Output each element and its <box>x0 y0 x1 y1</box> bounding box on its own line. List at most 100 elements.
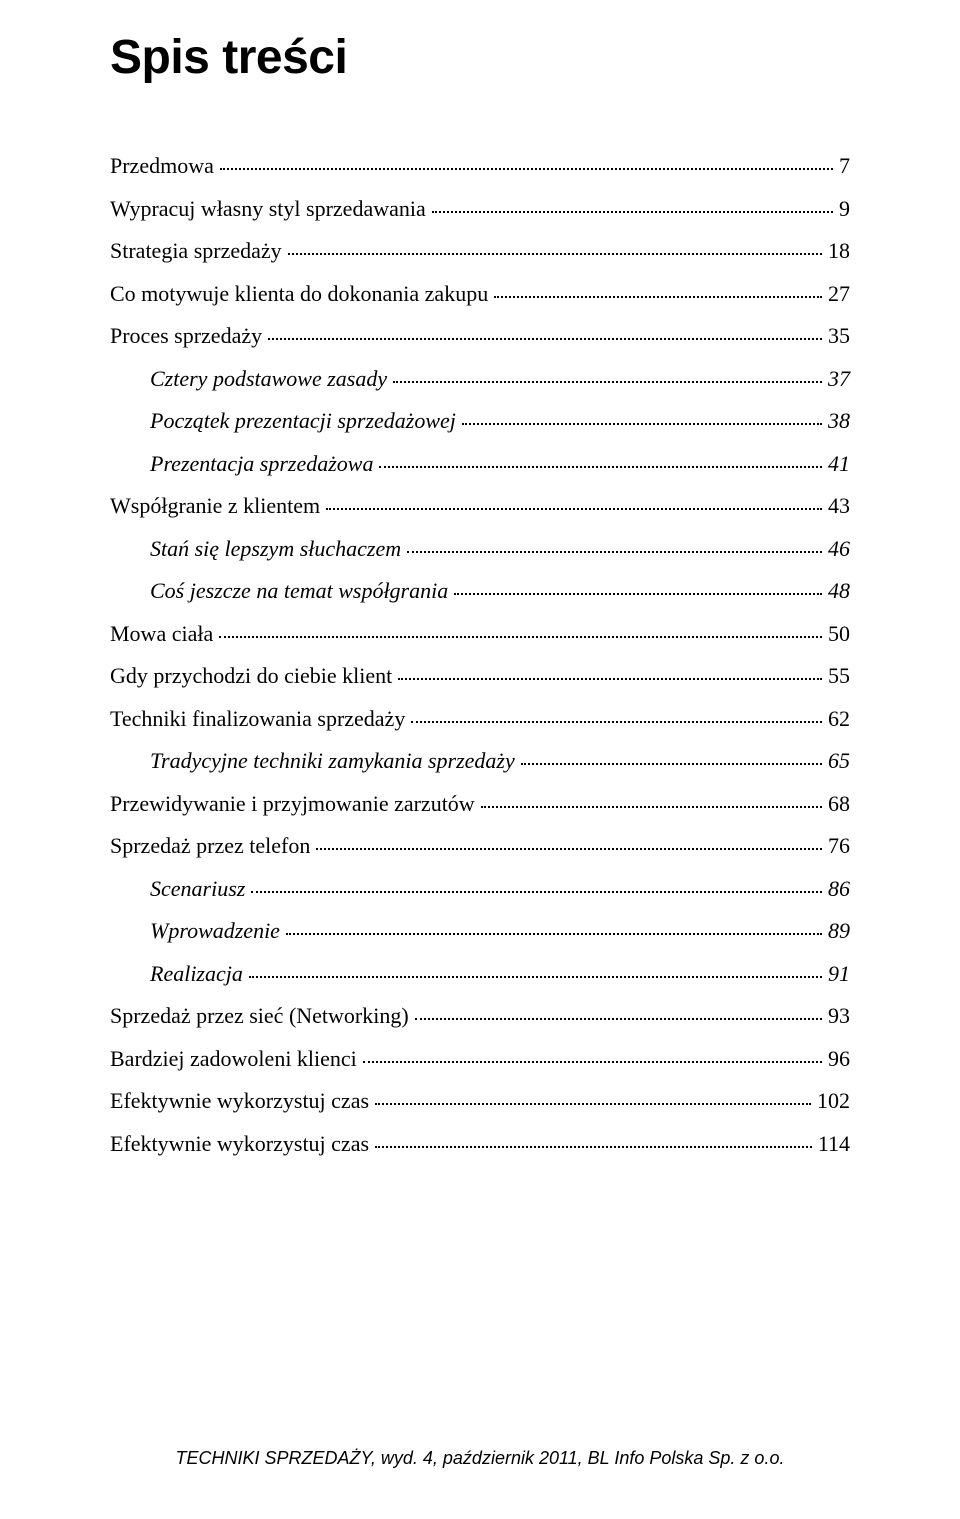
toc-row: Mowa ciała 50 <box>110 623 850 645</box>
dot-leader <box>249 976 822 978</box>
toc-page: 43 <box>828 495 850 517</box>
toc-label: Przedmowa <box>110 155 214 177</box>
dot-leader <box>454 593 822 595</box>
toc-label: Bardziej zadowoleni klienci <box>110 1048 357 1070</box>
toc-label: Mowa ciała <box>110 623 213 645</box>
toc-row: Tradycyjne techniki zamykania sprzedaży … <box>110 750 850 772</box>
toc-page: 102 <box>817 1090 850 1112</box>
toc-label: Prezentacja sprzedażowa <box>110 453 373 475</box>
toc-row: Techniki finalizowania sprzedaży 62 <box>110 708 850 730</box>
toc-label: Cztery podstawowe zasady <box>110 368 387 390</box>
dot-leader <box>411 721 822 723</box>
toc-row: Scenariusz 86 <box>110 878 850 900</box>
toc-row: Sprzedaż przez sieć (Networking) 93 <box>110 1005 850 1027</box>
dot-leader <box>415 1018 822 1020</box>
toc-page: 65 <box>828 750 850 772</box>
toc-label: Coś jeszcze na temat współgrania <box>110 580 448 602</box>
toc-page: 48 <box>828 580 850 602</box>
dot-leader <box>316 848 822 850</box>
dot-leader <box>379 466 822 468</box>
toc-label: Efektywnie wykorzystuj czas <box>110 1133 369 1155</box>
toc-label: Strategia sprzedaży <box>110 240 282 262</box>
dot-leader <box>521 763 822 765</box>
toc-row: Prezentacja sprzedażowa 41 <box>110 453 850 475</box>
toc-page: 76 <box>828 835 850 857</box>
toc-row: Realizacja 91 <box>110 963 850 985</box>
toc-row: Stań się lepszym słuchaczem 46 <box>110 538 850 560</box>
dot-leader <box>288 253 822 255</box>
dot-leader <box>432 211 833 213</box>
dot-leader <box>251 891 822 893</box>
page-footer: TECHNIKI SPRZEDAŻY, wyd. 4, październik … <box>0 1448 960 1469</box>
toc-page: 37 <box>828 368 850 390</box>
toc-row: Bardziej zadowoleni klienci 96 <box>110 1048 850 1070</box>
dot-leader <box>375 1103 811 1105</box>
toc-label: Współgranie z klientem <box>110 495 320 517</box>
dot-leader <box>393 381 822 383</box>
dot-leader <box>494 296 822 298</box>
dot-leader <box>219 636 822 638</box>
toc-row: Wprowadzenie 89 <box>110 920 850 942</box>
toc-row: Początek prezentacji sprzedażowej 38 <box>110 410 850 432</box>
toc-label: Stań się lepszym słuchaczem <box>110 538 401 560</box>
toc-page: 35 <box>828 325 850 347</box>
toc-page: 89 <box>828 920 850 942</box>
toc-label: Techniki finalizowania sprzedaży <box>110 708 405 730</box>
toc-page: 96 <box>828 1048 850 1070</box>
toc-page: 27 <box>828 283 850 305</box>
toc-row: Wypracuj własny styl sprzedawania 9 <box>110 198 850 220</box>
toc-row: Cztery podstawowe zasady 37 <box>110 368 850 390</box>
toc-label: Tradycyjne techniki zamykania sprzedaży <box>110 750 515 772</box>
toc-row: Co motywuje klienta do dokonania zakupu … <box>110 283 850 305</box>
toc-row: Proces sprzedaży 35 <box>110 325 850 347</box>
toc-label: Proces sprzedaży <box>110 325 262 347</box>
toc-page: 46 <box>828 538 850 560</box>
toc-row: Współgranie z klientem 43 <box>110 495 850 517</box>
toc-row: Gdy przychodzi do ciebie klient 55 <box>110 665 850 687</box>
toc-page: 18 <box>828 240 850 262</box>
toc-label: Wypracuj własny styl sprzedawania <box>110 198 426 220</box>
toc-page: 62 <box>828 708 850 730</box>
dot-leader <box>481 806 822 808</box>
toc-row: Coś jeszcze na temat współgrania 48 <box>110 580 850 602</box>
toc-label: Początek prezentacji sprzedażowej <box>110 410 456 432</box>
toc-row: Strategia sprzedaży 18 <box>110 240 850 262</box>
toc-page: 38 <box>828 410 850 432</box>
toc-row: Sprzedaż przez telefon 76 <box>110 835 850 857</box>
dot-leader <box>268 338 822 340</box>
toc-label: Scenariusz <box>110 878 245 900</box>
toc-page: 9 <box>839 198 850 220</box>
toc-page: 93 <box>828 1005 850 1027</box>
toc-row: Przewidywanie i przyjmowanie zarzutów 68 <box>110 793 850 815</box>
toc-label: Wprowadzenie <box>110 920 280 942</box>
toc-page: 68 <box>828 793 850 815</box>
toc-page: 7 <box>839 155 850 177</box>
toc-label: Co motywuje klienta do dokonania zakupu <box>110 283 488 305</box>
toc-row: Efektywnie wykorzystuj czas 102 <box>110 1090 850 1112</box>
dot-leader <box>375 1146 812 1148</box>
toc-page: 86 <box>828 878 850 900</box>
toc-page: 50 <box>828 623 850 645</box>
table-of-contents: Przedmowa 7 Wypracuj własny styl sprzeda… <box>110 155 850 1155</box>
dot-leader <box>462 423 822 425</box>
dot-leader <box>326 508 822 510</box>
toc-label: Gdy przychodzi do ciebie klient <box>110 665 392 687</box>
dot-leader <box>363 1061 822 1063</box>
toc-row: Przedmowa 7 <box>110 155 850 177</box>
toc-page: 91 <box>828 963 850 985</box>
toc-page: 41 <box>828 453 850 475</box>
dot-leader <box>286 933 822 935</box>
document-page: Spis treści Przedmowa 7 Wypracuj własny … <box>0 0 960 1519</box>
toc-label: Sprzedaż przez telefon <box>110 835 310 857</box>
toc-label: Sprzedaż przez sieć (Networking) <box>110 1005 409 1027</box>
dot-leader <box>398 678 822 680</box>
dot-leader <box>407 551 822 553</box>
toc-page: 114 <box>818 1133 850 1155</box>
toc-label: Efektywnie wykorzystuj czas <box>110 1090 369 1112</box>
dot-leader <box>220 168 833 170</box>
toc-label: Przewidywanie i przyjmowanie zarzutów <box>110 793 475 815</box>
page-title: Spis treści <box>110 30 850 85</box>
toc-row: Efektywnie wykorzystuj czas 114 <box>110 1133 850 1155</box>
toc-page: 55 <box>828 665 850 687</box>
toc-label: Realizacja <box>110 963 243 985</box>
